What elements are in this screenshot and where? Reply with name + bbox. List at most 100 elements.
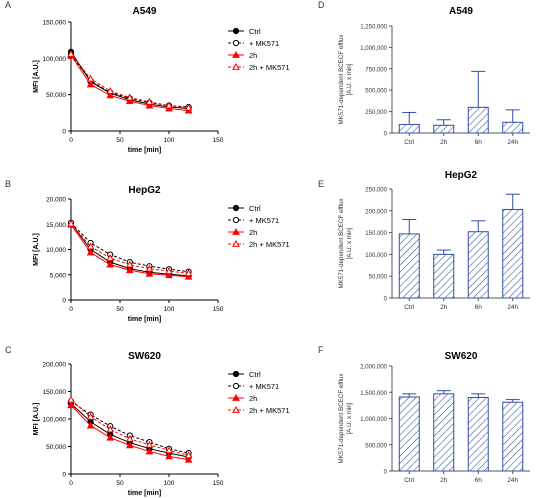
y-tick-label: 500,000 — [365, 89, 387, 95]
x-tick-label: 150 — [213, 480, 224, 487]
data-point — [184, 451, 193, 459]
y-axis-label-line: [A.U. x min] — [346, 63, 353, 95]
data-point — [125, 260, 134, 268]
legend-label: 2h — [249, 51, 257, 60]
y-tick-label: 2,000,000 — [360, 365, 387, 371]
panel-label: D — [318, 0, 325, 10]
y-tick-label: 100,000 — [43, 417, 67, 424]
bar — [433, 124, 455, 134]
data-point — [125, 434, 134, 442]
panel-label: B — [5, 179, 11, 189]
data-point — [125, 441, 134, 449]
data-point — [106, 254, 115, 261]
y-tick-label: 1,000,000 — [360, 417, 387, 423]
data-point — [106, 425, 115, 433]
data-point — [86, 248, 95, 256]
y-tick-label: 750,000 — [365, 67, 387, 73]
data-point — [184, 269, 193, 277]
y-axis-label-line: MK571-dependent BCECF efflux — [338, 198, 345, 289]
x-tick-label: 150 — [213, 306, 224, 313]
x-tick-label: 50 — [116, 480, 124, 487]
data-point — [125, 97, 134, 105]
legend-marker — [232, 382, 240, 390]
y-axis-label-line: MK571-dependent BCECF efflux — [338, 373, 345, 464]
legend-marker — [232, 216, 240, 224]
bar — [398, 233, 420, 299]
panel-label: E — [318, 179, 324, 189]
panel-label: C — [5, 345, 12, 355]
y-tick-label: 0 — [384, 470, 388, 476]
x-tick-label: 6h — [475, 304, 483, 311]
x-tick-label: 50 — [116, 306, 124, 313]
data-point — [145, 269, 154, 277]
y-axis-label: MFI [A.U.] — [33, 233, 40, 266]
bar-chart-F: SW620 0 500,000 1,000,000 1,500,000 2,000,000… — [338, 351, 530, 484]
data-point — [165, 271, 173, 279]
x-axis-label: time [min] — [128, 316, 161, 323]
y-tick-label: 50,000 — [369, 275, 388, 281]
x-tick-label: 24h — [507, 304, 518, 311]
y-axis-label: MK571-dependent BCECF efflux[A.U. x min] — [338, 373, 353, 464]
x-tick-label: 2h — [440, 304, 448, 311]
x-tick-label: 6h — [475, 139, 483, 146]
legend-marker — [232, 27, 240, 35]
bar — [433, 393, 455, 472]
series-3 — [67, 395, 193, 459]
y-tick-label: 10,000 — [46, 247, 66, 254]
y-tick-label: 20,000 — [46, 197, 66, 204]
panel-label: A — [5, 0, 11, 10]
data-point — [106, 87, 115, 94]
data-point — [106, 260, 115, 268]
bar — [467, 397, 489, 472]
data-point — [86, 421, 95, 429]
data-point — [184, 103, 193, 111]
bar — [398, 396, 420, 472]
bar — [502, 401, 524, 472]
y-tick-label: 1,250,000 — [360, 25, 387, 31]
bar-chart-D: A549 0 250,000 500,000 750,000 1,000,000 1,250… — [338, 6, 530, 146]
legend-label: Ctrl — [249, 27, 261, 36]
data-point — [67, 401, 75, 409]
x-tick-label: 150 — [213, 137, 224, 144]
chart-title: A549 — [133, 6, 157, 17]
x-tick-label: Ctrl — [404, 304, 415, 311]
bar — [502, 121, 524, 134]
x-tick-label: 0 — [69, 137, 73, 144]
chart-title: HepG2 — [445, 170, 478, 181]
y-tick-label: 200,000 — [43, 362, 67, 369]
legend-label: 2h — [249, 394, 257, 403]
y-tick-label: 1,000,000 — [360, 46, 387, 52]
data-point — [165, 267, 173, 275]
legend-marker — [232, 227, 240, 235]
y-tick-label: 0 — [384, 297, 388, 303]
legend-marker — [232, 393, 240, 401]
y-tick-label: 100,000 — [43, 56, 67, 63]
series-3 — [67, 49, 193, 111]
legend-label: 2h + MK571 — [249, 240, 290, 249]
y-axis-label: MFI [A.U.] — [33, 60, 40, 93]
y-tick-label: 0 — [384, 132, 388, 138]
data-point — [86, 80, 95, 88]
data-point — [106, 433, 115, 441]
x-axis-label: time [min] — [128, 147, 161, 154]
bar — [467, 231, 489, 299]
line-chart-C: SW620 0 50,000 100,000 150,000 200,000 0 50 100 1… — [33, 351, 290, 497]
data-point — [67, 49, 75, 57]
series-2 — [67, 401, 193, 463]
x-tick-label: Ctrl — [404, 139, 415, 146]
x-tick-label: 2h — [440, 139, 448, 146]
legend-marker — [232, 62, 240, 70]
x-tick-label: 6h — [475, 477, 483, 484]
data-point — [145, 447, 154, 455]
chart-title: HepG2 — [128, 185, 161, 196]
y-tick-label: 200,000 — [365, 209, 387, 215]
legend-label: 2h + MK571 — [249, 406, 290, 415]
series-2 — [67, 220, 193, 280]
data-point — [106, 91, 115, 99]
y-tick-label: 0 — [62, 129, 66, 136]
y-tick-label: 150,000 — [365, 231, 387, 237]
legend-marker — [232, 239, 240, 247]
x-tick-label: 100 — [164, 137, 175, 144]
y-axis-label: MK571-dependent BCECF efflux[A.U. x min] — [338, 34, 353, 125]
